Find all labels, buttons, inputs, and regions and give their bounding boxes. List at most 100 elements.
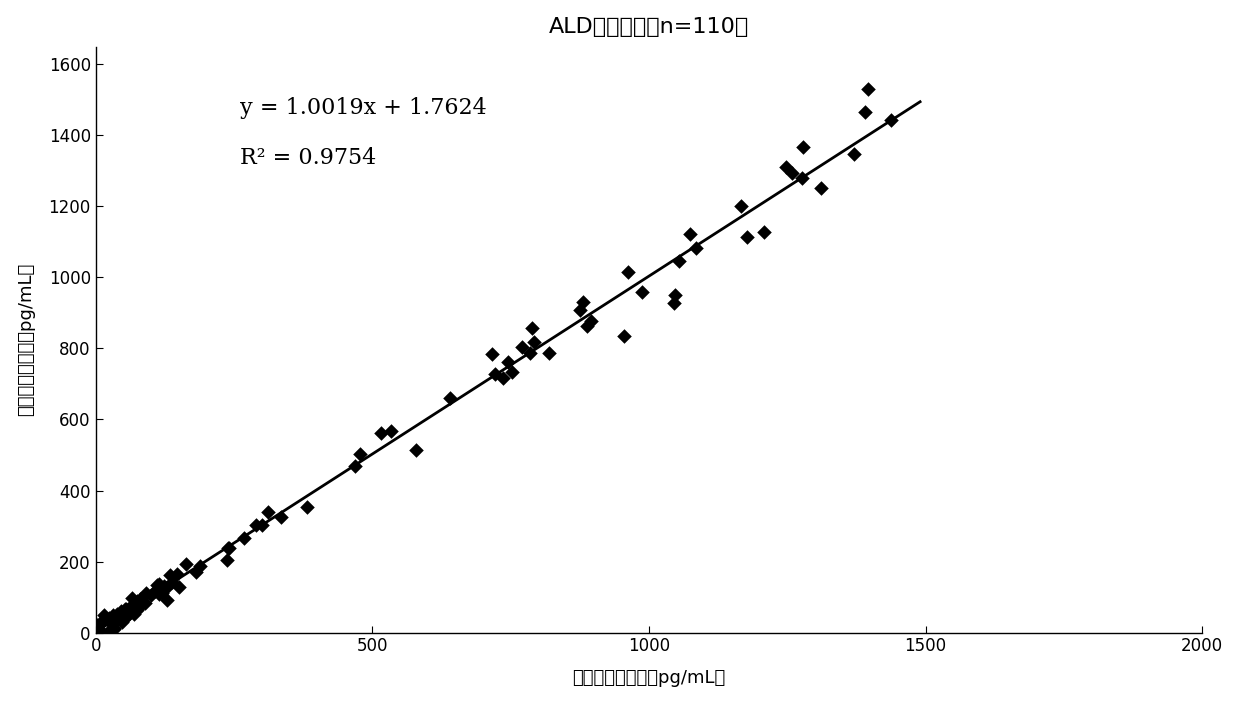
Point bbox=[135, 598, 155, 609]
Point bbox=[146, 579, 166, 590]
Point bbox=[619, 267, 639, 278]
Point bbox=[371, 427, 391, 438]
Point bbox=[157, 594, 177, 605]
Point bbox=[485, 369, 505, 380]
Point bbox=[854, 106, 874, 117]
Point bbox=[218, 543, 238, 554]
Point bbox=[149, 588, 169, 599]
Point bbox=[107, 615, 126, 627]
Point bbox=[110, 609, 130, 620]
Point bbox=[129, 599, 149, 610]
Point bbox=[272, 512, 291, 523]
Point bbox=[570, 304, 590, 315]
Point bbox=[170, 582, 190, 593]
Point bbox=[502, 367, 522, 378]
Point bbox=[166, 569, 186, 580]
Point bbox=[494, 372, 513, 384]
Point bbox=[126, 600, 146, 611]
Point bbox=[162, 577, 182, 588]
Point bbox=[538, 347, 558, 358]
Point bbox=[89, 623, 109, 634]
Point bbox=[122, 592, 141, 603]
Point bbox=[573, 296, 593, 308]
Point bbox=[732, 201, 751, 212]
Point bbox=[680, 229, 699, 240]
Point bbox=[104, 622, 124, 634]
Title: ALD临床试验（n=110）: ALD临床试验（n=110） bbox=[549, 17, 749, 37]
Point bbox=[738, 232, 758, 243]
Point bbox=[217, 554, 237, 565]
Point bbox=[577, 320, 596, 332]
Point bbox=[117, 603, 136, 615]
Point bbox=[151, 588, 171, 599]
X-axis label: 放免试剂测定值（pg/mL）: 放免试剂测定值（pg/mL） bbox=[573, 670, 725, 687]
Point bbox=[186, 566, 206, 577]
Point bbox=[98, 615, 118, 626]
Point bbox=[345, 460, 365, 472]
Point bbox=[781, 168, 801, 179]
Point bbox=[666, 289, 686, 301]
Point bbox=[512, 341, 532, 353]
Point bbox=[124, 608, 144, 620]
Point bbox=[104, 623, 124, 634]
Point bbox=[160, 569, 180, 580]
Point bbox=[382, 426, 402, 437]
Point bbox=[632, 287, 652, 298]
Point bbox=[440, 393, 460, 404]
Point bbox=[124, 603, 144, 615]
Point bbox=[118, 610, 138, 621]
Point bbox=[100, 627, 120, 638]
Point bbox=[136, 587, 156, 598]
Point bbox=[115, 603, 135, 615]
Point bbox=[99, 612, 119, 624]
Point bbox=[94, 610, 114, 621]
Point bbox=[100, 616, 120, 627]
Point bbox=[145, 586, 165, 597]
Point bbox=[110, 605, 130, 617]
Point bbox=[350, 448, 370, 460]
Text: y = 1.0019x + 1.7624: y = 1.0019x + 1.7624 bbox=[239, 97, 486, 119]
Point bbox=[123, 604, 143, 615]
Point bbox=[91, 627, 110, 639]
Point bbox=[252, 519, 272, 530]
Point bbox=[296, 501, 316, 513]
Point bbox=[665, 297, 684, 308]
Point bbox=[86, 627, 105, 639]
Point bbox=[89, 627, 109, 639]
Point bbox=[247, 519, 267, 530]
Point bbox=[97, 627, 117, 639]
Point bbox=[126, 605, 146, 616]
Point bbox=[580, 315, 600, 327]
Point bbox=[776, 162, 796, 173]
Point bbox=[792, 172, 812, 184]
Point bbox=[119, 608, 139, 620]
Point bbox=[112, 612, 131, 624]
Point bbox=[522, 322, 542, 334]
Point bbox=[844, 149, 864, 160]
Point bbox=[218, 543, 238, 554]
Point bbox=[87, 620, 107, 631]
Point bbox=[112, 611, 131, 622]
Point bbox=[91, 627, 110, 639]
Point bbox=[115, 609, 135, 620]
Point bbox=[882, 115, 901, 126]
Point bbox=[141, 590, 161, 601]
Point bbox=[858, 83, 878, 94]
Point bbox=[149, 578, 169, 589]
Point bbox=[811, 182, 831, 194]
Y-axis label: 本试剂盒测定值（pg/mL）: 本试剂盒测定值（pg/mL） bbox=[16, 263, 35, 416]
Point bbox=[792, 142, 812, 153]
Point bbox=[521, 347, 541, 358]
Point bbox=[119, 605, 139, 616]
Point bbox=[407, 444, 427, 455]
Point bbox=[670, 256, 689, 267]
Point bbox=[525, 336, 544, 347]
Point bbox=[482, 348, 502, 360]
Point bbox=[122, 603, 141, 614]
Point bbox=[234, 533, 254, 544]
Point bbox=[126, 596, 146, 607]
Point bbox=[117, 609, 136, 620]
Point bbox=[686, 242, 706, 253]
Point bbox=[113, 616, 133, 627]
Point bbox=[154, 580, 174, 591]
